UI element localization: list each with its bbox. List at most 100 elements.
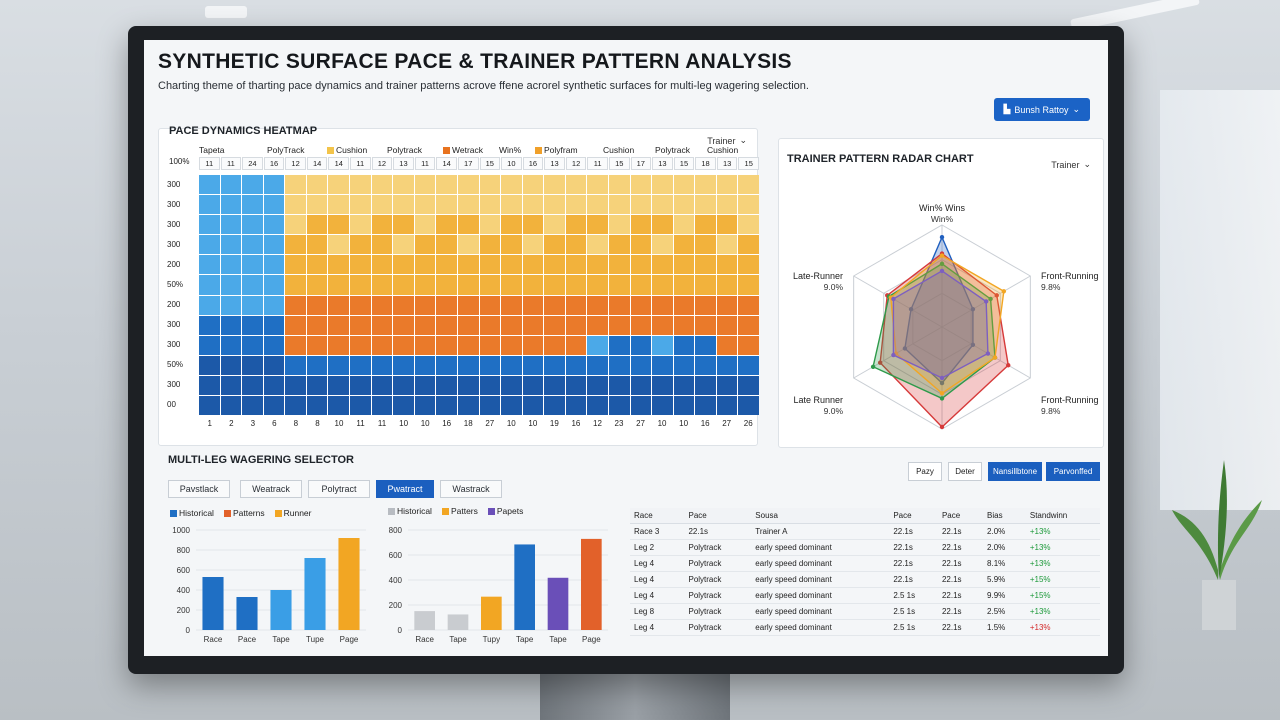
heatmap-cell[interactable]: [220, 355, 242, 375]
heatmap-cell[interactable]: [673, 275, 695, 295]
heatmap-cell[interactable]: [199, 375, 220, 395]
heatmap-cell[interactable]: [522, 335, 544, 355]
heatmap-cell[interactable]: [501, 275, 522, 295]
heatmap-cell[interactable]: [565, 315, 587, 335]
heatmap-cell[interactable]: [587, 215, 608, 235]
heatmap-cell[interactable]: [414, 275, 436, 295]
heatmap-cell[interactable]: [220, 195, 242, 215]
heatmap-cell[interactable]: [306, 235, 328, 255]
heatmap-cell[interactable]: [501, 195, 522, 215]
heatmap-cell[interactable]: [673, 195, 695, 215]
heatmap-cell[interactable]: [522, 315, 544, 335]
heatmap-cell[interactable]: [479, 355, 501, 375]
heatmap-cell[interactable]: [544, 275, 565, 295]
heatmap-cell[interactable]: [371, 295, 393, 315]
heatmap-cell[interactable]: [652, 295, 673, 315]
heatmap-cell[interactable]: [673, 255, 695, 275]
heatmap-cell[interactable]: [457, 175, 479, 195]
heatmap-cell[interactable]: [220, 235, 242, 255]
heatmap-cell[interactable]: [414, 295, 436, 315]
heatmap-cell[interactable]: [522, 295, 544, 315]
heatmap-cell[interactable]: [673, 315, 695, 335]
heatmap-cell[interactable]: [457, 275, 479, 295]
heatmap-cell[interactable]: [350, 275, 371, 295]
heatmap-cell[interactable]: [285, 335, 306, 355]
heatmap-cell[interactable]: [522, 215, 544, 235]
heatmap-cell[interactable]: [220, 175, 242, 195]
heatmap-cell[interactable]: [242, 295, 263, 315]
heatmap-cell[interactable]: [393, 195, 414, 215]
heatmap-cell[interactable]: [544, 195, 565, 215]
table-header-cell[interactable]: Bias: [983, 508, 1026, 524]
heatmap-cell[interactable]: [652, 215, 673, 235]
heatmap-cell[interactable]: [242, 335, 263, 355]
heatmap-cell[interactable]: [263, 395, 285, 415]
heatmap-cell[interactable]: [242, 275, 263, 295]
bar[interactable]: [414, 611, 435, 630]
heatmap-cell[interactable]: [738, 215, 759, 235]
table-row[interactable]: Leg 2 Polytrack early speed dominant 22.1s 2…: [630, 539, 1100, 556]
heatmap-cell[interactable]: [587, 355, 608, 375]
heatmap-cell[interactable]: [738, 195, 759, 215]
heatmap-cell[interactable]: [328, 335, 350, 355]
heatmap-cell[interactable]: [306, 315, 328, 335]
heatmap-cell[interactable]: [479, 195, 501, 215]
heatmap-cell[interactable]: [393, 255, 414, 275]
wager-action-button[interactable]: Parvonffed: [1046, 462, 1100, 481]
table-row[interactable]: Leg 4 Polytrack early speed dominant 22.1s 2…: [630, 555, 1100, 572]
heatmap-cell[interactable]: [716, 395, 738, 415]
bar[interactable]: [338, 538, 360, 630]
heatmap-cell[interactable]: [263, 235, 285, 255]
heatmap-cell[interactable]: [371, 195, 393, 215]
heatmap-cell[interactable]: [716, 295, 738, 315]
heatmap-cell[interactable]: [608, 215, 630, 235]
heatmap-cell[interactable]: [738, 255, 759, 275]
heatmap-cell[interactable]: [738, 295, 759, 315]
heatmap-cell[interactable]: [436, 175, 457, 195]
heatmap-cell[interactable]: [716, 235, 738, 255]
heatmap-cell[interactable]: [565, 355, 587, 375]
heatmap-cell[interactable]: [587, 375, 608, 395]
heatmap-cell[interactable]: [695, 255, 716, 275]
heatmap-cell[interactable]: [199, 195, 220, 215]
heatmap-cell[interactable]: [436, 275, 457, 295]
radar-trainer-dropdown[interactable]: Trainer ⌄: [1051, 159, 1091, 170]
heatmap-cell[interactable]: [695, 315, 716, 335]
heatmap-cell[interactable]: [479, 295, 501, 315]
heatmap-cell[interactable]: [263, 315, 285, 335]
heatmap-cell[interactable]: [242, 375, 263, 395]
table-row[interactable]: Leg 4 Polytrack early speed dominant 2.5 1s…: [630, 619, 1100, 636]
heatmap-cell[interactable]: [436, 355, 457, 375]
heatmap-cell[interactable]: [242, 255, 263, 275]
heatmap-cell[interactable]: [630, 375, 652, 395]
heatmap-cell[interactable]: [199, 355, 220, 375]
heatmap-cell[interactable]: [371, 175, 393, 195]
heatmap-cell[interactable]: [306, 195, 328, 215]
heatmap-cell[interactable]: [587, 175, 608, 195]
heatmap-cell[interactable]: [436, 335, 457, 355]
heatmap-cell[interactable]: [630, 175, 652, 195]
heatmap-cell[interactable]: [738, 375, 759, 395]
heatmap-cell[interactable]: [242, 355, 263, 375]
heatmap-cell[interactable]: [350, 215, 371, 235]
heatmap-cell[interactable]: [565, 195, 587, 215]
heatmap-cell[interactable]: [220, 375, 242, 395]
heatmap-cell[interactable]: [285, 295, 306, 315]
heatmap-cell[interactable]: [199, 295, 220, 315]
heatmap-cell[interactable]: [630, 295, 652, 315]
heatmap-cell[interactable]: [306, 255, 328, 275]
heatmap-cell[interactable]: [630, 235, 652, 255]
heatmap-cell[interactable]: [414, 375, 436, 395]
heatmap-cell[interactable]: [608, 195, 630, 215]
heatmap-cell[interactable]: [306, 395, 328, 415]
heatmap-cell[interactable]: [436, 375, 457, 395]
heatmap-cell[interactable]: [457, 315, 479, 335]
surface-tab[interactable]: Pavstlack: [168, 480, 230, 498]
heatmap-cell[interactable]: [306, 355, 328, 375]
heatmap-cell[interactable]: [371, 315, 393, 335]
heatmap-cell[interactable]: [479, 235, 501, 255]
heatmap-cell[interactable]: [328, 375, 350, 395]
heatmap-cell[interactable]: [285, 355, 306, 375]
wager-action-button[interactable]: Deter: [948, 462, 982, 481]
heatmap-cell[interactable]: [565, 335, 587, 355]
